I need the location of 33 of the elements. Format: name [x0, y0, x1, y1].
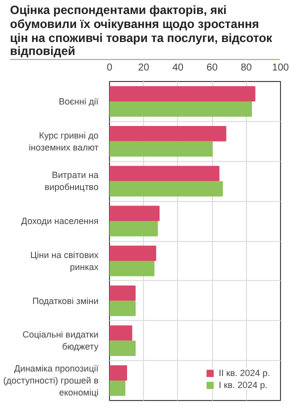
- bar: [110, 300, 136, 316]
- bar: [110, 166, 220, 182]
- legend-label: I кв. 2024 р.: [218, 380, 268, 390]
- x-tick-label: 20: [138, 62, 150, 74]
- y-tick-label: Витрати на виробництво: [44, 170, 99, 192]
- legend-label: II кв. 2024 р.: [218, 368, 270, 378]
- y-tick-label: Курс гривні до іноземних валют: [28, 130, 99, 152]
- y-tick-label: Ціни на світових ринках: [30, 250, 99, 272]
- x-tick-label: 40: [172, 62, 184, 74]
- bar: [110, 206, 160, 222]
- bar: [110, 365, 128, 381]
- bar: [110, 261, 154, 276]
- y-tick-label: Соціальні видатки бюджету: [22, 330, 99, 352]
- bar: [110, 380, 126, 396]
- y-tick-label: Воєнні дії: [58, 96, 99, 107]
- x-tick-label: 80: [240, 62, 252, 74]
- bar: [110, 181, 223, 197]
- y-tick-label: Доходи населення: [21, 216, 99, 226]
- bar: [110, 141, 213, 157]
- bar: [110, 340, 136, 356]
- bar: [110, 126, 226, 142]
- y-tick-label: Податкові зміни: [32, 296, 98, 306]
- bar: [110, 326, 132, 341]
- x-tick-label: 60: [206, 62, 218, 74]
- bar: [110, 102, 252, 117]
- bar: [110, 246, 156, 262]
- y-tick-label: Динаміка пропозиції (доступності) грошей в економіці: [3, 364, 99, 398]
- bar: [110, 286, 136, 302]
- bar: [110, 221, 158, 237]
- bar: [110, 86, 256, 102]
- x-tick-label: 0: [106, 62, 113, 74]
- x-tick-label: 100: [272, 62, 290, 74]
- chart-title: Оцінка респондентами факторів, які обумовили їх очікування щодо зростання цін на споживчі товари та послуги, відсоток відповідей: [10, 3, 280, 60]
